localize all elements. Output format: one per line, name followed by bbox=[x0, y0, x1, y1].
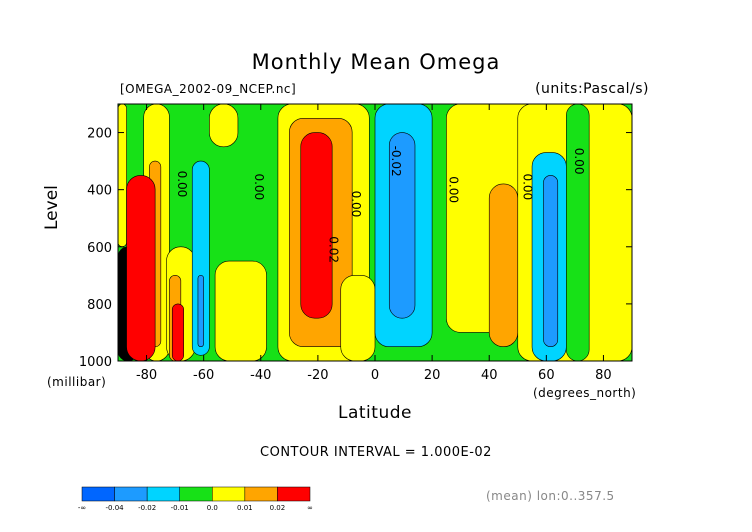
contour-band-negative_strong bbox=[543, 175, 559, 348]
contour-labels: 0.00 0.00 0.00 0.02 -0.02 0.00 0.00 0.00 bbox=[175, 146, 586, 263]
contour-interval: CONTOUR INTERVAL = 1.000E-02 bbox=[260, 445, 492, 460]
contour-label: 0.00 bbox=[520, 173, 534, 200]
contour-band-negative_strong bbox=[197, 275, 204, 348]
colorbar-label: ∞ bbox=[307, 504, 313, 512]
contour-band-negative_mid bbox=[191, 160, 210, 356]
colorbar-segment bbox=[114, 486, 148, 502]
contour-band-positive_strong bbox=[300, 132, 333, 319]
x-axis-label: Latitude bbox=[338, 403, 412, 423]
contour-label: -0.02 bbox=[389, 146, 403, 177]
contour-band-positive_mid bbox=[488, 183, 519, 348]
y-tick-label: 1000 bbox=[79, 355, 112, 370]
contour-band-positive_weak bbox=[214, 260, 267, 361]
colorbar-segment bbox=[277, 486, 311, 502]
y-tick-label: 600 bbox=[87, 241, 112, 256]
colorbar-segment bbox=[244, 486, 278, 502]
colorbar-segment bbox=[146, 486, 180, 502]
colorbar-segment bbox=[81, 486, 115, 502]
x-tick-label: -20 bbox=[307, 368, 328, 383]
contour-band-positive_strong bbox=[126, 175, 156, 361]
colorbar: -∞ -0.04 -0.02 -0.01 0.0 0.01 0.02 ∞ bbox=[78, 486, 313, 512]
y-tick-label: 200 bbox=[87, 127, 112, 142]
colorbar-label: -0.02 bbox=[138, 504, 156, 512]
colorbar-segment bbox=[212, 486, 246, 502]
colorbar-label: 0.01 bbox=[237, 504, 253, 512]
x-tick-label: -60 bbox=[193, 368, 214, 383]
contour-band-positive_weak bbox=[118, 104, 127, 248]
x-tick-label: 20 bbox=[424, 368, 441, 383]
contour-label: 0.00 bbox=[349, 191, 363, 218]
colorbar-label: -∞ bbox=[78, 504, 86, 512]
contour-label: 0.02 bbox=[326, 236, 340, 263]
contour-band-positive_weak bbox=[209, 104, 239, 148]
y-tick-label: 400 bbox=[87, 184, 112, 199]
x-tick-label: 80 bbox=[595, 368, 612, 383]
x-tick-label: 40 bbox=[481, 368, 498, 383]
units-label: (units:Pascal/s) bbox=[535, 81, 649, 97]
y-axis-units: (millibar) bbox=[47, 375, 107, 389]
contour-label: 0.00 bbox=[446, 176, 460, 203]
x-tick-label: -80 bbox=[136, 368, 157, 383]
colorbar-label: -0.04 bbox=[106, 504, 125, 512]
contour-band-positive_weak bbox=[340, 275, 376, 361]
x-tick-label: -40 bbox=[250, 368, 271, 383]
colorbar-segment bbox=[179, 486, 213, 502]
x-axis: -80 -60 -40 -20 0 20 40 60 80 bbox=[136, 104, 612, 383]
chart-title: Monthly Mean Omega bbox=[251, 50, 501, 74]
x-tick-label: 0 bbox=[371, 368, 379, 383]
contour-fills bbox=[118, 104, 632, 361]
colorbar-label: -0.01 bbox=[171, 504, 189, 512]
x-axis-units: (degrees_north) bbox=[533, 386, 637, 400]
contour-band-neutral bbox=[566, 104, 590, 361]
x-tick-label: 60 bbox=[538, 368, 555, 383]
file-label: [OMEGA_2002-09_NCEP.nc] bbox=[120, 82, 297, 96]
contour-band-negative_strong bbox=[388, 132, 416, 319]
mean-lon-label: (mean) lon:0..357.5 bbox=[486, 489, 615, 503]
colorbar-label: 0.02 bbox=[270, 504, 286, 512]
contour-label: 0.00 bbox=[572, 148, 586, 175]
contour-band-positive_strong bbox=[171, 303, 184, 361]
y-axis: 200 400 600 800 1000 bbox=[79, 127, 632, 370]
contour-label: 0.00 bbox=[252, 173, 266, 200]
contour-label: 0.00 bbox=[175, 171, 189, 198]
y-tick-label: 800 bbox=[87, 298, 112, 313]
colorbar-label: 0.0 bbox=[207, 504, 218, 512]
